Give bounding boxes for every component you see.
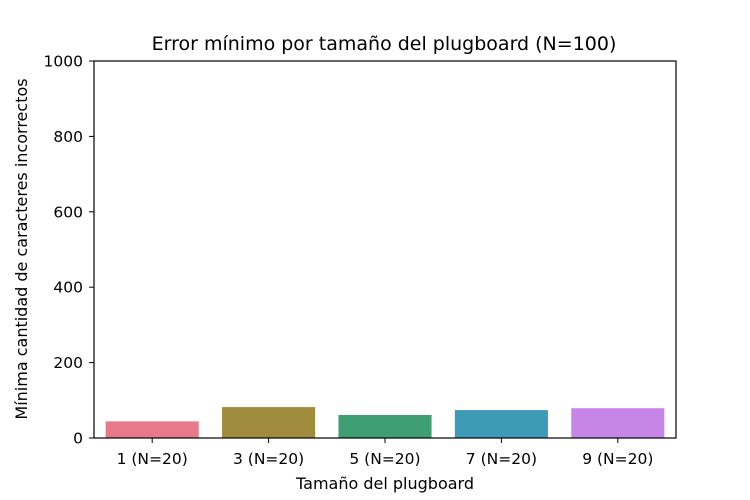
- bar-2: [222, 407, 316, 438]
- bar-3: [338, 415, 432, 438]
- y-tick-label: 1000: [44, 53, 83, 71]
- y-tick-label: 0: [73, 430, 83, 448]
- y-axis-label: Mínima cantidad de caracteres incorrecto…: [12, 78, 31, 419]
- bar-5: [571, 408, 665, 438]
- y-tick-label: 200: [53, 354, 83, 372]
- x-tick-label: 3 (N=20): [233, 450, 304, 468]
- y-tick-label: 800: [53, 128, 83, 146]
- y-axis-ticks: 0 200 400 600 800 1000: [44, 53, 94, 448]
- x-tick-label: 9 (N=20): [582, 450, 653, 468]
- bar-1: [105, 421, 199, 438]
- plot-frame: [93, 60, 677, 439]
- bars-group: [105, 407, 665, 438]
- chart-title: Error mínimo por tamaño del plugboard (N…: [152, 33, 617, 55]
- x-axis-label: Tamaño del plugboard: [295, 474, 474, 493]
- x-axis-ticks: 1 (N=20) 3 (N=20) 5 (N=20) 7 (N=20) 9 (N=20): [117, 438, 653, 468]
- x-tick-label: 5 (N=20): [349, 450, 420, 468]
- x-tick-label: 1 (N=20): [117, 450, 188, 468]
- x-tick-label: 7 (N=20): [466, 450, 537, 468]
- bar-4: [454, 410, 548, 438]
- y-tick-label: 600: [53, 203, 83, 221]
- y-tick-label: 400: [53, 279, 83, 297]
